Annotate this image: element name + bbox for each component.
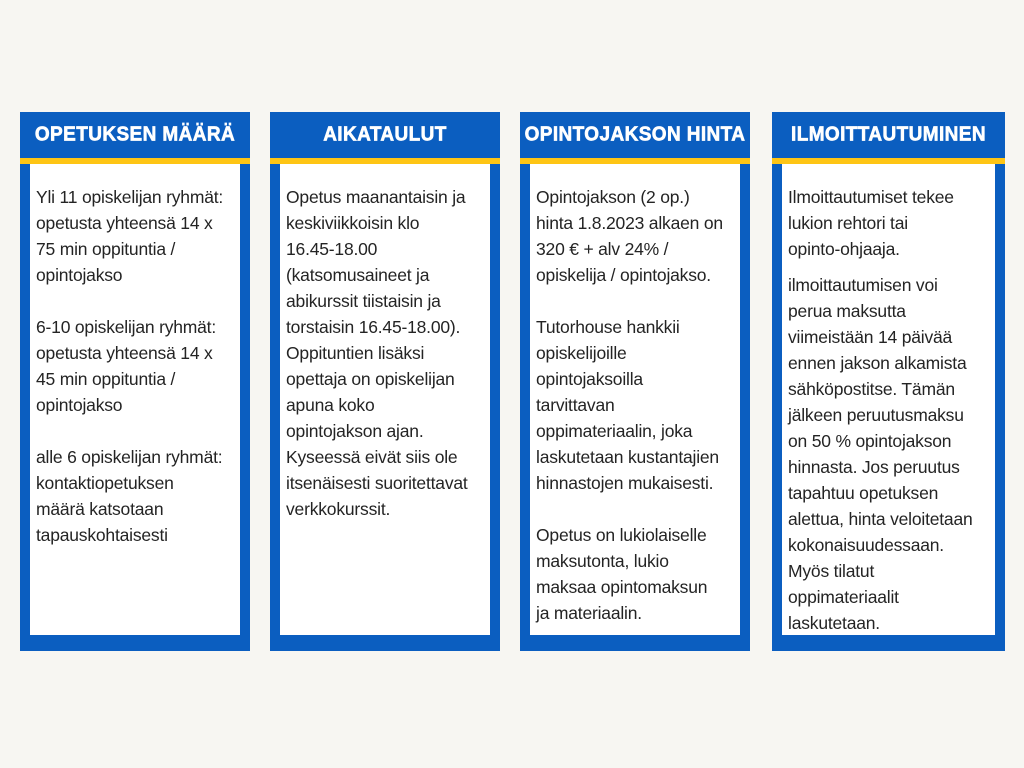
card-header: AIKATAULUT — [270, 112, 500, 158]
card-body: Opintojakson (2 op.) hinta 1.8.2023 alka… — [530, 164, 740, 635]
card-opintojakson-hinta: OPINTOJAKSON HINTA Opintojakson (2 op.) … — [520, 112, 750, 651]
paragraph: alle 6 opiskelijan ryhmät: kontaktiopetu… — [36, 447, 223, 545]
paragraph: Opintojakson (2 op.) hinta 1.8.2023 alka… — [536, 187, 723, 285]
card-body: Opetus maanantaisin ja keskiviikkoisin k… — [280, 164, 490, 635]
paragraph: Yli 11 opiskelijan ryhmät: opetusta yhte… — [36, 187, 224, 285]
paragraph: 6-10 opiskelijan ryhmät: opetusta yhteen… — [36, 317, 217, 415]
paragraph: ilmoittautumisen voi perua maksutta viim… — [788, 275, 973, 633]
paragraph: Ilmoittautumiset tekee lukion rehtori ta… — [788, 187, 954, 259]
yellow-divider — [20, 158, 250, 164]
card-aikataulut: AIKATAULUT Opetus maanantaisin ja keskiv… — [270, 112, 500, 651]
paragraph: Tutorhouse hankkii opiskelijoille opinto… — [536, 317, 719, 493]
card-header: OPINTOJAKSON HINTA — [520, 112, 750, 158]
card-body: Yli 11 opiskelijan ryhmät: opetusta yhte… — [30, 164, 240, 635]
card-title: OPETUKSEN MÄÄRÄ — [34, 123, 236, 146]
yellow-divider — [520, 158, 750, 164]
card-header: ILMOITTAUTUMINEN — [772, 112, 1005, 158]
card-title: ILMOITTAUTUMINEN — [791, 123, 986, 146]
paragraph: Opetus maanantaisin ja keskiviikkoisin k… — [286, 187, 468, 519]
card-title: AIKATAULUT — [323, 123, 447, 146]
yellow-divider — [270, 158, 500, 164]
paragraph: Opetus on lukiolaiselle maksutonta, luki… — [536, 525, 708, 623]
yellow-divider — [772, 158, 1005, 164]
card-ilmoittautuminen: ILMOITTAUTUMINEN Ilmoittautumiset tekee … — [772, 112, 1005, 651]
card-body: Ilmoittautumiset tekee lukion rehtori ta… — [782, 164, 995, 635]
card-header: OPETUKSEN MÄÄRÄ — [20, 112, 250, 158]
card-title: OPINTOJAKSON HINTA — [524, 123, 746, 146]
card-opetuksen-maara: OPETUKSEN MÄÄRÄ Yli 11 opiskelijan ryhmä… — [20, 112, 250, 651]
